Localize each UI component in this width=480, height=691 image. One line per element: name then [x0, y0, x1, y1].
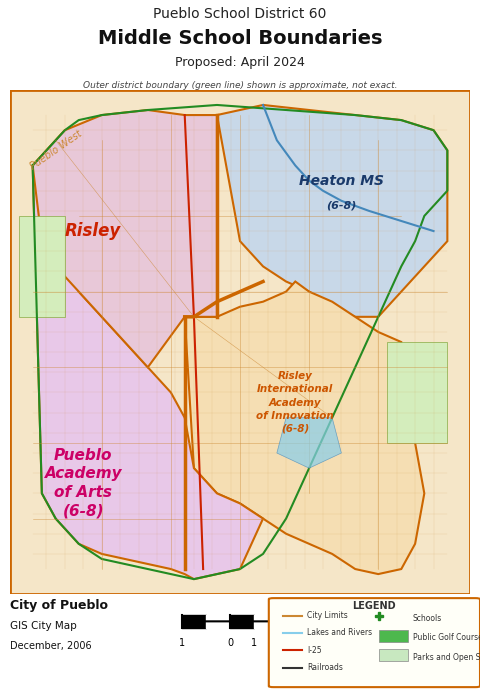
Polygon shape: [387, 342, 447, 443]
Text: 1: 1: [180, 638, 185, 647]
Polygon shape: [277, 417, 341, 468]
Text: I-25: I-25: [307, 646, 322, 655]
Text: Lakes and Rivers: Lakes and Rivers: [307, 628, 372, 638]
Text: Risley: Risley: [64, 222, 120, 240]
Text: City of Pueblo: City of Pueblo: [10, 599, 108, 612]
Text: City Limits: City Limits: [307, 611, 348, 620]
Polygon shape: [19, 216, 65, 317]
Text: Proposed: April 2024: Proposed: April 2024: [175, 56, 305, 68]
FancyBboxPatch shape: [269, 598, 480, 687]
Polygon shape: [185, 281, 424, 574]
Text: Pueblo School District 60: Pueblo School District 60: [153, 7, 327, 21]
Text: 1: 1: [252, 638, 257, 647]
Bar: [379, 650, 408, 661]
Text: Public Golf Courses: Public Golf Courses: [413, 633, 480, 643]
Text: December, 2006: December, 2006: [10, 641, 91, 651]
Text: Outer district boundary (green line) shown is approximate, not exact.: Outer district boundary (green line) sho…: [83, 81, 397, 90]
Text: Risley
International
Academy
of Innovation
(6-8): Risley International Academy of Innovati…: [256, 371, 334, 434]
Text: Middle School Boundaries: Middle School Boundaries: [98, 29, 382, 48]
Polygon shape: [33, 130, 263, 579]
Text: GIS City Map: GIS City Map: [10, 621, 76, 632]
Text: Pueblo
Academy
of Arts
(6-8): Pueblo Academy of Arts (6-8): [45, 448, 122, 519]
Polygon shape: [217, 105, 447, 317]
Text: Pueblo West: Pueblo West: [28, 129, 84, 172]
Text: 0: 0: [228, 638, 233, 647]
Polygon shape: [33, 110, 217, 368]
Text: Miles: Miles: [302, 616, 329, 626]
Text: Heaton MS: Heaton MS: [299, 173, 384, 188]
Text: Railroads: Railroads: [307, 663, 343, 672]
Text: Parks and Open Space: Parks and Open Space: [413, 652, 480, 662]
Text: Schools: Schools: [413, 614, 442, 623]
Text: LEGEND: LEGEND: [353, 601, 396, 611]
Text: 2: 2: [275, 638, 282, 647]
Text: (6-8): (6-8): [326, 201, 357, 211]
Bar: [379, 630, 408, 642]
